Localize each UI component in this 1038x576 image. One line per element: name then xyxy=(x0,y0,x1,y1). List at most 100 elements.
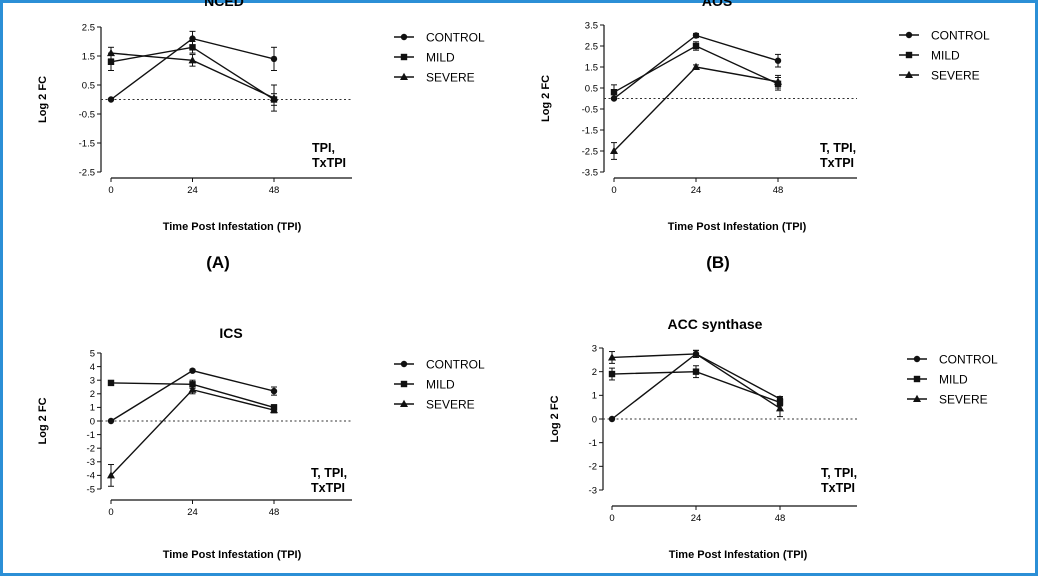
x-tick-label: 48 xyxy=(773,185,784,196)
y-tick-label: -4 xyxy=(87,471,95,482)
significance-annotation: TxTPI xyxy=(312,156,346,170)
panel-label: (B) xyxy=(706,253,730,272)
y-tick-label: 3.5 xyxy=(585,20,598,31)
data-point xyxy=(189,35,196,42)
series-severe xyxy=(608,349,784,418)
series-severe xyxy=(610,62,782,160)
data-point xyxy=(692,32,700,39)
x-tick-label: 48 xyxy=(269,185,280,196)
legend-marker xyxy=(905,31,913,39)
y-tick-label: -5 xyxy=(87,484,95,495)
data-point xyxy=(107,471,115,479)
y-tick-label: 2.5 xyxy=(82,22,95,33)
series-severe xyxy=(107,385,278,487)
data-point xyxy=(189,381,196,388)
y-tick-label: -1.5 xyxy=(582,125,598,136)
legend-marker xyxy=(400,53,408,61)
legend-label: MILD xyxy=(426,378,455,392)
x-tick-label: 0 xyxy=(108,185,113,196)
legend-marker xyxy=(400,360,408,368)
chart-title: NCED xyxy=(204,0,244,9)
data-point xyxy=(270,93,278,102)
y-tick-label: 1.5 xyxy=(585,62,598,73)
y-tick-label: 1.5 xyxy=(82,51,95,62)
y-axis-label: Log 2 FC xyxy=(37,76,49,123)
legend-label: CONTROL xyxy=(931,29,990,43)
legend-marker xyxy=(400,399,408,407)
y-tick-label: 3 xyxy=(90,376,95,387)
significance-annotation: T, TPI, xyxy=(820,141,856,155)
x-tick-label: 24 xyxy=(691,513,702,524)
data-point xyxy=(692,42,700,50)
y-tick-label: 0.5 xyxy=(82,80,95,91)
data-point xyxy=(270,387,278,395)
legend-marker xyxy=(905,70,913,78)
data-point xyxy=(270,55,278,63)
legend-marker xyxy=(913,375,921,383)
y-tick-label: -2 xyxy=(589,462,597,473)
series-mild xyxy=(107,379,278,411)
y-tick-label: 1 xyxy=(90,403,95,414)
data-point xyxy=(774,57,782,64)
y-tick-label: -2.5 xyxy=(582,146,598,157)
y-tick-label: 0 xyxy=(90,416,95,427)
data-point xyxy=(107,379,115,387)
data-point xyxy=(189,44,196,51)
y-tick-label: 0 xyxy=(592,414,597,425)
legend-marker xyxy=(400,72,408,80)
x-axis-label: Time Post Infestation (TPI) xyxy=(163,549,302,561)
panel-label: (A) xyxy=(206,253,230,272)
x-tick-label: 0 xyxy=(108,507,113,518)
y-axis-label: Log 2 FC xyxy=(540,75,552,122)
data-point xyxy=(692,62,700,70)
significance-annotation: T, TPI, xyxy=(821,466,857,480)
x-tick-label: 48 xyxy=(269,507,280,518)
y-tick-label: 1 xyxy=(592,391,597,402)
y-tick-label: -0.5 xyxy=(582,104,598,115)
series-line xyxy=(110,369,275,422)
legend-label: CONTROL xyxy=(426,31,485,45)
significance-annotation: T, TPI, xyxy=(311,466,347,480)
legend-label: SEVERE xyxy=(931,69,980,83)
significance-annotation: TxTPI xyxy=(821,481,855,495)
significance-annotation: TPI, xyxy=(312,141,335,155)
y-tick-label: 3 xyxy=(592,343,597,354)
y-tick-label: 4 xyxy=(90,362,95,373)
legend-label: CONTROL xyxy=(426,358,485,372)
data-point xyxy=(188,385,197,393)
x-tick-label: 48 xyxy=(775,513,786,524)
y-tick-label: -3.5 xyxy=(582,167,598,178)
x-tick-label: 24 xyxy=(691,185,702,196)
y-tick-label: -3 xyxy=(87,457,95,468)
legend-label: SEVERE xyxy=(426,71,475,85)
y-tick-label: -3 xyxy=(589,485,597,496)
data-point xyxy=(188,56,197,64)
y-tick-label: -1 xyxy=(589,438,597,449)
legend-marker xyxy=(400,380,408,388)
legend-label: MILD xyxy=(939,373,968,387)
legend-label: SEVERE xyxy=(426,398,475,412)
y-tick-label: 2 xyxy=(90,389,95,400)
legend-label: CONTROL xyxy=(939,353,998,367)
series-line xyxy=(611,353,781,420)
data-point xyxy=(610,146,618,154)
chart-panel-2: AOS 3.5 2.5 1.5 0.5 -0.5 -1.5 -2.5 -3.5 0 24 48 Log … xyxy=(540,0,990,233)
y-axis-label: Log 2 FC xyxy=(37,397,49,444)
data-point xyxy=(774,77,782,85)
y-axis-label: Log 2 FC xyxy=(549,395,561,442)
legend-label: MILD xyxy=(426,51,455,65)
data-point xyxy=(107,96,115,103)
x-tick-label: 24 xyxy=(187,507,198,518)
data-point xyxy=(608,415,616,423)
x-tick-label: 0 xyxy=(609,513,614,524)
series-line xyxy=(110,388,275,476)
series-severe xyxy=(107,46,278,112)
y-tick-label: 2 xyxy=(592,367,597,378)
series-control xyxy=(107,367,278,425)
chart-title: ICS xyxy=(219,325,242,341)
data-point xyxy=(776,404,784,412)
legend-label: MILD xyxy=(931,49,960,63)
legend-label: SEVERE xyxy=(939,393,988,407)
legend-marker xyxy=(400,33,408,41)
